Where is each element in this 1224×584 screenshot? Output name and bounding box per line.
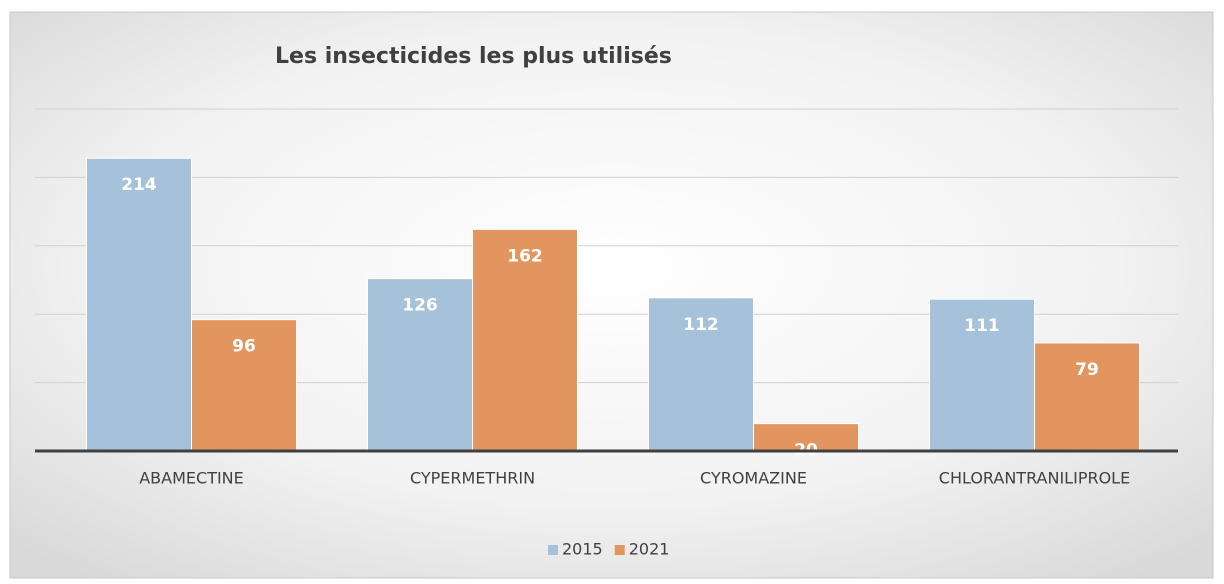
chart-background (9, 11, 1214, 579)
chart-title: Les insecticides les plus utilisés (275, 44, 672, 69)
bar (753, 423, 859, 452)
legend-swatch (548, 545, 558, 555)
legend-label: 2015 (562, 540, 603, 559)
data-label: 111 (964, 316, 1000, 336)
bar (472, 228, 578, 452)
bar (648, 297, 754, 452)
bar (86, 157, 192, 452)
bar (367, 278, 473, 452)
x-tick-label: ABAMECTINE (139, 469, 244, 488)
legend-label: 2021 (629, 540, 670, 559)
data-label: 79 (1075, 360, 1099, 380)
data-label: 126 (402, 296, 438, 316)
x-tick-label: CYPERMETHRIN (410, 469, 535, 488)
x-tick-label: CHLORANTRANILIPROLE (939, 469, 1130, 488)
bar (1034, 342, 1140, 452)
legend-swatch (614, 545, 625, 555)
data-label: 214 (121, 175, 157, 195)
data-label: 162 (507, 246, 543, 266)
bar (191, 319, 297, 452)
data-label: 96 (232, 337, 256, 357)
x-tick-label: CYROMAZINE (700, 469, 807, 488)
data-label: 112 (683, 315, 719, 335)
